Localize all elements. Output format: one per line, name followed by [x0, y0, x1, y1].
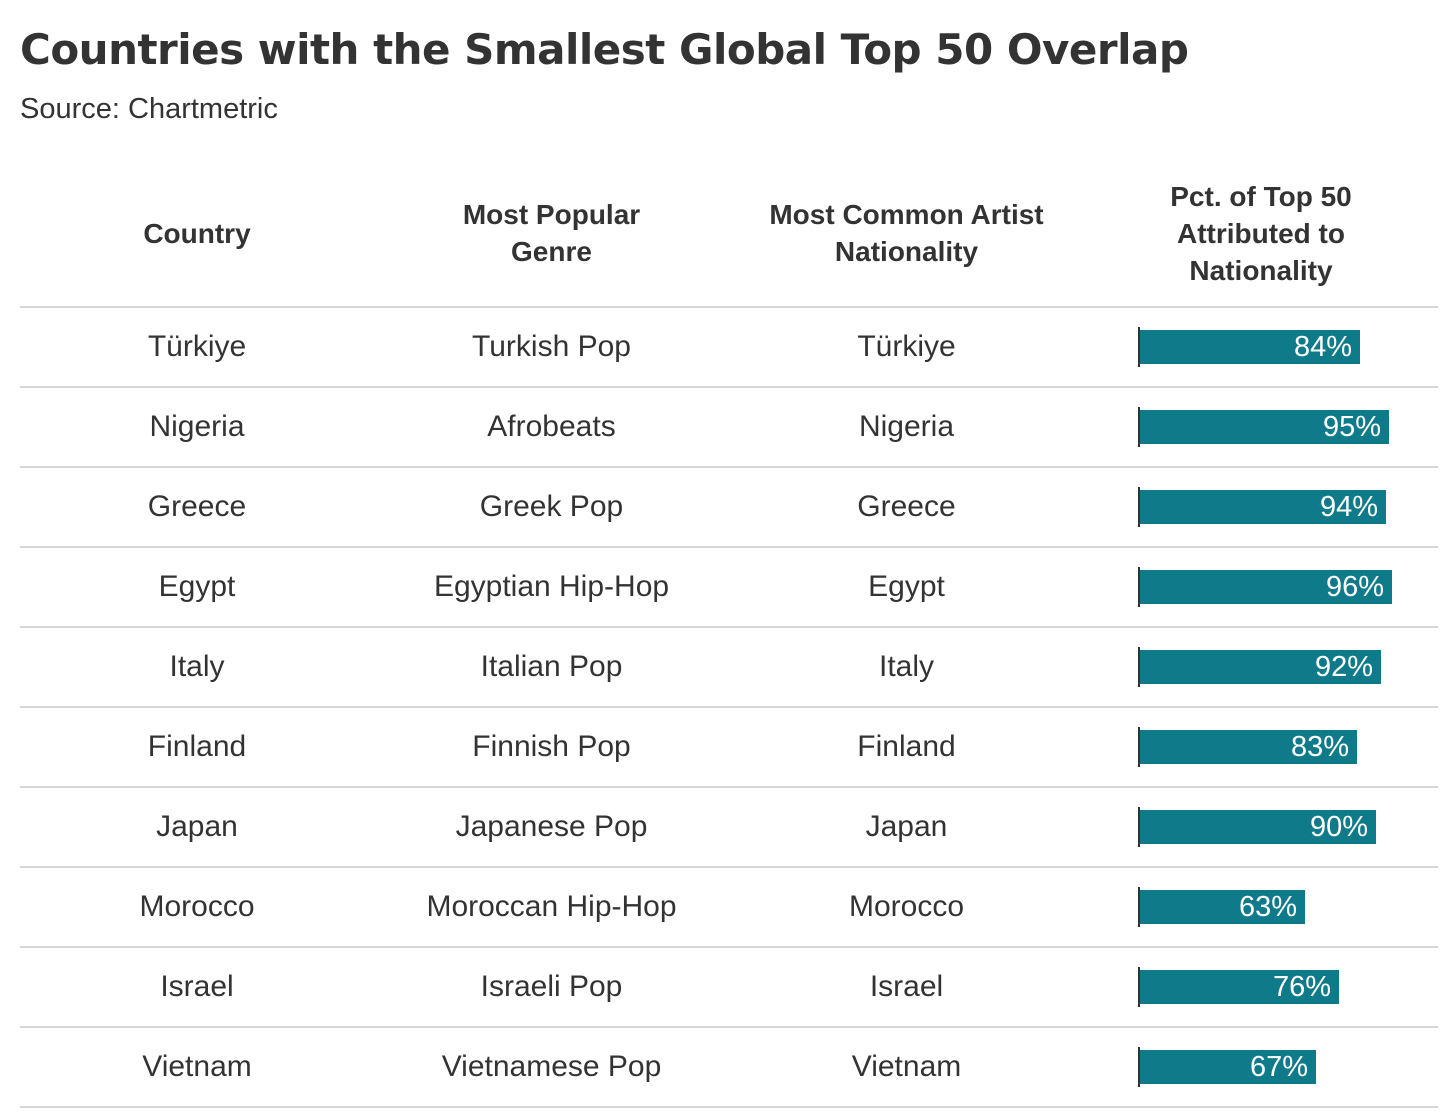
- pct-bar: 67%: [1140, 1050, 1316, 1084]
- cell-country: Israel: [20, 947, 374, 1028]
- cell-nationality: Egypt: [729, 547, 1084, 628]
- bar-baseline: 63%: [1138, 887, 1438, 927]
- column-header-genre: Most Popular Genre: [374, 160, 729, 308]
- table-row: Nigeria Afrobeats Nigeria 95%: [20, 387, 1438, 468]
- pct-label: 92%: [1314, 651, 1373, 683]
- cell-nationality: Türkiye: [729, 307, 1084, 388]
- pct-label: 90%: [1309, 811, 1368, 843]
- pct-bar: 83%: [1140, 730, 1357, 764]
- pct-bar: 76%: [1140, 970, 1339, 1004]
- cell-genre: Italian Pop: [374, 627, 729, 708]
- bar-baseline: 67%: [1138, 1047, 1438, 1087]
- pct-label: 83%: [1290, 731, 1349, 763]
- cell-country: Vietnam: [20, 1027, 374, 1108]
- bar-baseline: 76%: [1138, 967, 1438, 1007]
- header-row: Country Most Popular Genre Most Common A…: [20, 160, 1438, 308]
- table-row: Morocco Moroccan Hip-Hop Morocco 63%: [20, 867, 1438, 948]
- pct-label: 96%: [1325, 571, 1384, 603]
- cell-pct: 76%: [1084, 947, 1438, 1028]
- cell-pct: 83%: [1084, 707, 1438, 788]
- cell-country: Finland: [20, 707, 374, 788]
- pct-bar: 63%: [1140, 890, 1305, 924]
- cell-genre: Greek Pop: [374, 467, 729, 548]
- pct-bar: 96%: [1140, 570, 1392, 604]
- data-table: Country Most Popular Genre Most Common A…: [20, 160, 1438, 1108]
- pct-label: 76%: [1272, 971, 1331, 1003]
- table-row: Israel Israeli Pop Israel 76%: [20, 947, 1438, 1028]
- cell-pct: 84%: [1084, 307, 1438, 388]
- bar-baseline: 92%: [1138, 647, 1438, 687]
- cell-pct: 96%: [1084, 547, 1438, 628]
- cell-nationality: Finland: [729, 707, 1084, 788]
- cell-genre: Vietnamese Pop: [374, 1027, 729, 1108]
- chart-title: Countries with the Smallest Global Top 5…: [20, 25, 1189, 74]
- pct-label: 95%: [1322, 411, 1381, 443]
- cell-country: Türkiye: [20, 307, 374, 388]
- cell-nationality: Vietnam: [729, 1027, 1084, 1108]
- pct-bar: 94%: [1140, 490, 1386, 524]
- table-row: Türkiye Turkish Pop Türkiye 84%: [20, 307, 1438, 388]
- cell-nationality: Israel: [729, 947, 1084, 1028]
- cell-nationality: Italy: [729, 627, 1084, 708]
- bar-baseline: 90%: [1138, 807, 1438, 847]
- pct-label: 94%: [1319, 491, 1378, 523]
- cell-pct: 92%: [1084, 627, 1438, 708]
- cell-genre: Finnish Pop: [374, 707, 729, 788]
- pct-bar: 95%: [1140, 410, 1389, 444]
- bar-baseline: 94%: [1138, 487, 1438, 527]
- bar-baseline: 96%: [1138, 567, 1438, 607]
- bar-baseline: 84%: [1138, 327, 1438, 367]
- cell-country: Morocco: [20, 867, 374, 948]
- table-row: Egypt Egyptian Hip-Hop Egypt 96%: [20, 547, 1438, 628]
- cell-nationality: Nigeria: [729, 387, 1084, 468]
- cell-pct: 90%: [1084, 787, 1438, 868]
- column-header-pct: Pct. of Top 50 Attributed to Nationality: [1084, 160, 1438, 308]
- cell-genre: Moroccan Hip-Hop: [374, 867, 729, 948]
- cell-country: Nigeria: [20, 387, 374, 468]
- cell-nationality: Japan: [729, 787, 1084, 868]
- cell-genre: Egyptian Hip-Hop: [374, 547, 729, 628]
- cell-pct: 63%: [1084, 867, 1438, 948]
- table-row: Finland Finnish Pop Finland 83%: [20, 707, 1438, 788]
- pct-bar: 84%: [1140, 330, 1360, 364]
- pct-bar: 90%: [1140, 810, 1376, 844]
- chart-source: Source: Chartmetric: [20, 93, 278, 125]
- cell-pct: 94%: [1084, 467, 1438, 548]
- table-row: Greece Greek Pop Greece 94%: [20, 467, 1438, 548]
- column-header-country: Country: [20, 160, 374, 308]
- cell-genre: Israeli Pop: [374, 947, 729, 1028]
- table-row: Vietnam Vietnamese Pop Vietnam 67%: [20, 1027, 1438, 1108]
- bar-baseline: 95%: [1138, 407, 1438, 447]
- table-row: Japan Japanese Pop Japan 90%: [20, 787, 1438, 868]
- cell-country: Italy: [20, 627, 374, 708]
- cell-genre: Afrobeats: [374, 387, 729, 468]
- cell-nationality: Morocco: [729, 867, 1084, 948]
- pct-label: 84%: [1293, 331, 1352, 363]
- cell-nationality: Greece: [729, 467, 1084, 548]
- cell-country: Egypt: [20, 547, 374, 628]
- table-row: Italy Italian Pop Italy 92%: [20, 627, 1438, 708]
- pct-label: 67%: [1249, 1051, 1308, 1083]
- table-body: Türkiye Turkish Pop Türkiye 84% Nigeria Afrob…: [20, 307, 1438, 1108]
- column-header-nationality: Most Common Artist Nationality: [729, 160, 1084, 308]
- cell-pct: 95%: [1084, 387, 1438, 468]
- pct-label: 63%: [1238, 891, 1297, 923]
- cell-country: Greece: [20, 467, 374, 548]
- cell-genre: Turkish Pop: [374, 307, 729, 388]
- pct-bar: 92%: [1140, 650, 1381, 684]
- cell-genre: Japanese Pop: [374, 787, 729, 868]
- cell-pct: 67%: [1084, 1027, 1438, 1108]
- bar-baseline: 83%: [1138, 727, 1438, 767]
- cell-country: Japan: [20, 787, 374, 868]
